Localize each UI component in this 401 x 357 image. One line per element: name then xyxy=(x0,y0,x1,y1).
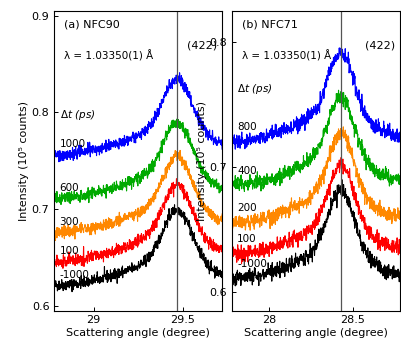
X-axis label: Scattering angle (degree): Scattering angle (degree) xyxy=(243,328,387,338)
Text: (b) NFC71: (b) NFC71 xyxy=(242,20,298,30)
Text: $\Delta t$ (ps): $\Delta t$ (ps) xyxy=(237,82,272,96)
Text: $\Delta t$ (ps): $\Delta t$ (ps) xyxy=(59,108,95,122)
X-axis label: Scattering angle (degree): Scattering angle (degree) xyxy=(66,328,210,338)
Y-axis label: Intensity (10⁵ counts): Intensity (10⁵ counts) xyxy=(196,101,206,221)
Text: 600: 600 xyxy=(59,183,79,193)
Text: 200: 200 xyxy=(237,203,256,213)
Text: 400: 400 xyxy=(237,166,256,176)
Text: -1000: -1000 xyxy=(59,270,89,280)
Y-axis label: Intensity (10⁵ counts): Intensity (10⁵ counts) xyxy=(19,101,29,221)
Text: 100: 100 xyxy=(237,234,256,245)
Text: 100: 100 xyxy=(59,246,79,256)
Text: 300: 300 xyxy=(59,217,79,227)
Text: 800: 800 xyxy=(237,122,256,132)
Text: λ = 1.03350(1) Å: λ = 1.03350(1) Å xyxy=(64,50,153,61)
Text: (a) NFC90: (a) NFC90 xyxy=(64,20,120,30)
Text: (422): (422) xyxy=(186,41,217,51)
Text: -1000: -1000 xyxy=(237,259,266,270)
Text: 1000: 1000 xyxy=(59,139,85,149)
Text: λ = 1.03350(1) Å: λ = 1.03350(1) Å xyxy=(242,50,330,61)
Text: (422): (422) xyxy=(364,41,394,51)
